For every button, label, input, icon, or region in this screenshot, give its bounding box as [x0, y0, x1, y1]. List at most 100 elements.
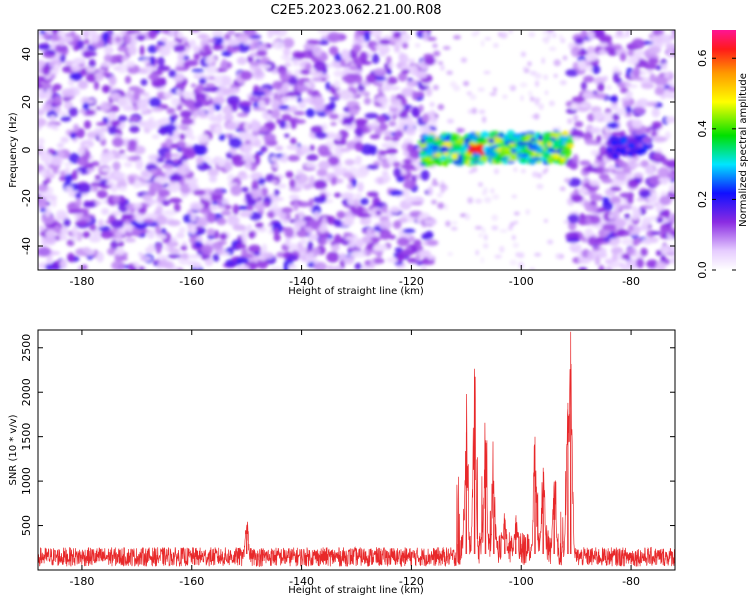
heatmap-cell [640, 160, 650, 168]
heatmap-cell [304, 162, 318, 168]
heatmap-cell [625, 112, 633, 118]
heatmap-cell [124, 220, 131, 226]
heatmap-cell [566, 143, 574, 148]
heatmap-cell [225, 259, 235, 268]
heatmap-cell [46, 254, 53, 265]
heatmap-cell [317, 236, 327, 246]
heatmap-cell [86, 131, 98, 138]
heatmap-cell [225, 133, 231, 138]
x-tick-label: -140 [289, 275, 314, 288]
y-tick-label: 2500 [20, 334, 33, 362]
heatmap-cell [357, 181, 364, 193]
heatmap-cell [112, 137, 124, 148]
heatmap-cell [251, 179, 259, 190]
heatmap-cell [83, 201, 97, 208]
heatmap-cell [83, 143, 91, 148]
heatmap-cell [177, 160, 184, 167]
heatmap-cell [369, 134, 381, 140]
heatmap-cell [369, 41, 379, 52]
heatmap-cell [487, 157, 492, 163]
heatmap-cell [481, 116, 487, 123]
heatmap-x-axis-label: Height of straight line (km) [288, 286, 424, 297]
heatmap-cell [236, 56, 248, 65]
heatmap-cell [506, 150, 512, 155]
heatmap-cell [330, 121, 337, 126]
heatmap-cell [424, 56, 436, 66]
heatmap-cell [534, 80, 540, 87]
heatmap-cell [669, 183, 675, 194]
heatmap-cell [374, 128, 383, 136]
heatmap-cell [309, 144, 315, 152]
heatmap-cell [499, 245, 505, 253]
heatmap-cell [571, 194, 584, 203]
heatmap-cell [89, 235, 101, 243]
heatmap-cell [49, 115, 57, 122]
heatmap-cell [77, 146, 86, 156]
heatmap-cell [93, 80, 100, 91]
heatmap-cell [182, 91, 195, 100]
heatmap-cell [481, 39, 485, 47]
heatmap-cell [399, 53, 409, 65]
colorbar-tick-label: 0.4 [696, 120, 709, 138]
heatmap-cell [317, 30, 331, 34]
heatmap-cell [66, 252, 75, 263]
heatmap-cell [484, 196, 492, 204]
heatmap-cell [181, 37, 188, 42]
heatmap-cell [579, 102, 591, 108]
heatmap-cell [157, 188, 171, 198]
heatmap-cell [378, 122, 388, 132]
heatmap-cell [437, 104, 445, 111]
heatmap-cell [281, 113, 292, 121]
heatmap-cell [511, 194, 518, 199]
heatmap-cell [366, 242, 375, 251]
heatmap-cell [293, 219, 307, 227]
heatmap-cell [242, 143, 251, 154]
heatmap-cell [249, 61, 261, 67]
heatmap-cell [283, 47, 291, 57]
heatmap-cell [271, 179, 278, 184]
heatmap-cell [147, 44, 158, 54]
heatmap-cell [650, 231, 661, 236]
heatmap-cell [480, 256, 484, 264]
heatmap-cell [403, 179, 416, 190]
heatmap-cell [343, 255, 355, 265]
heatmap-cell [82, 246, 91, 254]
x-tick-label: -140 [289, 575, 314, 588]
heatmap-cell [236, 112, 249, 118]
heatmap-cell [652, 152, 663, 161]
heatmap-cell [590, 127, 602, 134]
heatmap-cell [354, 156, 362, 166]
heatmap-cell [240, 70, 253, 81]
heatmap-cell [560, 80, 567, 84]
heatmap-cell [118, 186, 127, 192]
heatmap-cell [373, 243, 384, 252]
heatmap-cell [598, 42, 609, 47]
heatmap-cell [85, 73, 97, 83]
heatmap-cell [450, 226, 458, 231]
heatmap-cell [386, 141, 400, 148]
heatmap-cell [256, 50, 268, 57]
heatmap-cell [335, 133, 342, 141]
heatmap-cell [203, 164, 212, 170]
heatmap-cell [646, 101, 658, 107]
heatmap-cell [108, 75, 117, 86]
heatmap-cell [635, 100, 642, 108]
heatmap-cell [306, 226, 313, 234]
heatmap-cell [54, 95, 63, 103]
heatmap-cell [578, 257, 591, 264]
heatmap-cell [333, 70, 343, 78]
heatmap-cell [670, 213, 675, 224]
heatmap-cell [219, 232, 228, 241]
heatmap-cell [606, 154, 614, 159]
heatmap-cell [45, 194, 58, 201]
heatmap-cell [616, 30, 624, 36]
heatmap-cell [528, 90, 533, 97]
heatmap-cell [564, 178, 571, 183]
x-tick-label: -100 [509, 575, 534, 588]
heatmap-cell [61, 88, 75, 98]
heatmap-cell [132, 267, 138, 270]
heatmap-cell [224, 162, 233, 172]
heatmap-cell [63, 218, 71, 228]
x-tick-label: -100 [509, 275, 534, 288]
heatmap-cell [610, 131, 625, 137]
